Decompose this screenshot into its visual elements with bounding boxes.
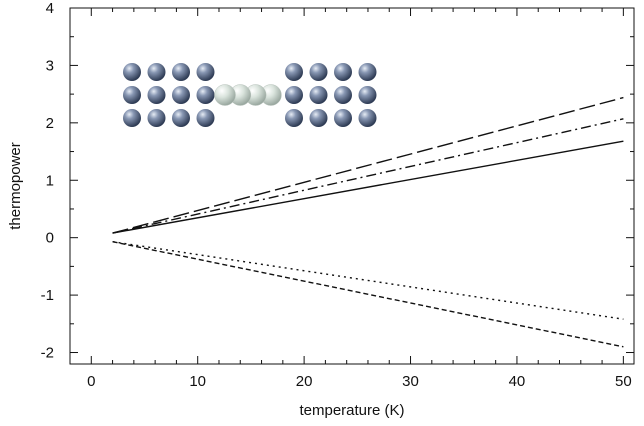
lead-atom [309, 109, 328, 127]
lead-atom [358, 109, 377, 127]
lead-atom [147, 109, 166, 127]
lead-atom [172, 63, 190, 81]
x-axis-title: temperature (K) [299, 402, 404, 419]
y-tick-label: 0 [46, 230, 54, 247]
y-tick-label: 2 [46, 115, 54, 132]
lead-atom [147, 86, 166, 104]
y-tick-label: -1 [41, 287, 54, 304]
x-tick-label: 50 [615, 373, 632, 390]
axis-ticks [70, 7, 634, 364]
lead-atom [334, 109, 352, 127]
lead-atom [285, 86, 303, 104]
y-tick-label: 1 [46, 172, 54, 189]
lead-atom [334, 86, 352, 104]
y-tick-label: 4 [46, 0, 54, 17]
y-tick-label: -2 [41, 345, 54, 362]
lead-atom [123, 86, 141, 104]
series-line-solid [112, 140, 624, 234]
lead-atom [358, 63, 377, 81]
series-line-short-dash [112, 241, 624, 348]
lead-atom [285, 109, 303, 127]
lead-atom [309, 63, 328, 81]
lead-atom [334, 63, 352, 81]
tick-labels: 0 10 20 30 40 50 -2 -1 0 1 2 3 4 [41, 0, 632, 390]
y-tick-label: 3 [46, 57, 54, 74]
lead-atom [147, 63, 166, 81]
plot-frame [69, 7, 635, 365]
chain-atom [214, 84, 236, 106]
lead-atom [285, 63, 303, 81]
atomic-junction-icon [123, 63, 377, 127]
x-tick-label: 10 [189, 373, 206, 390]
lead-atom [358, 86, 377, 104]
lead-atom [196, 109, 215, 127]
lead-atom [196, 63, 215, 81]
lead-atom [196, 86, 215, 104]
series-line-long-dash [112, 96, 624, 234]
x-tick-label: 0 [87, 373, 95, 390]
series-line-dash-dot [112, 118, 624, 234]
lead-atom [123, 109, 141, 127]
x-tick-label: 40 [509, 373, 526, 390]
y-axis-title: thermopower [7, 142, 24, 230]
lead-atom [123, 63, 141, 81]
lead-atom [309, 86, 328, 104]
x-tick-label: 30 [402, 373, 419, 390]
lead-atom [172, 109, 190, 127]
series-line-dotted [112, 241, 624, 320]
series-layer [112, 96, 624, 348]
x-tick-label: 20 [296, 373, 313, 390]
lead-atom [172, 86, 190, 104]
